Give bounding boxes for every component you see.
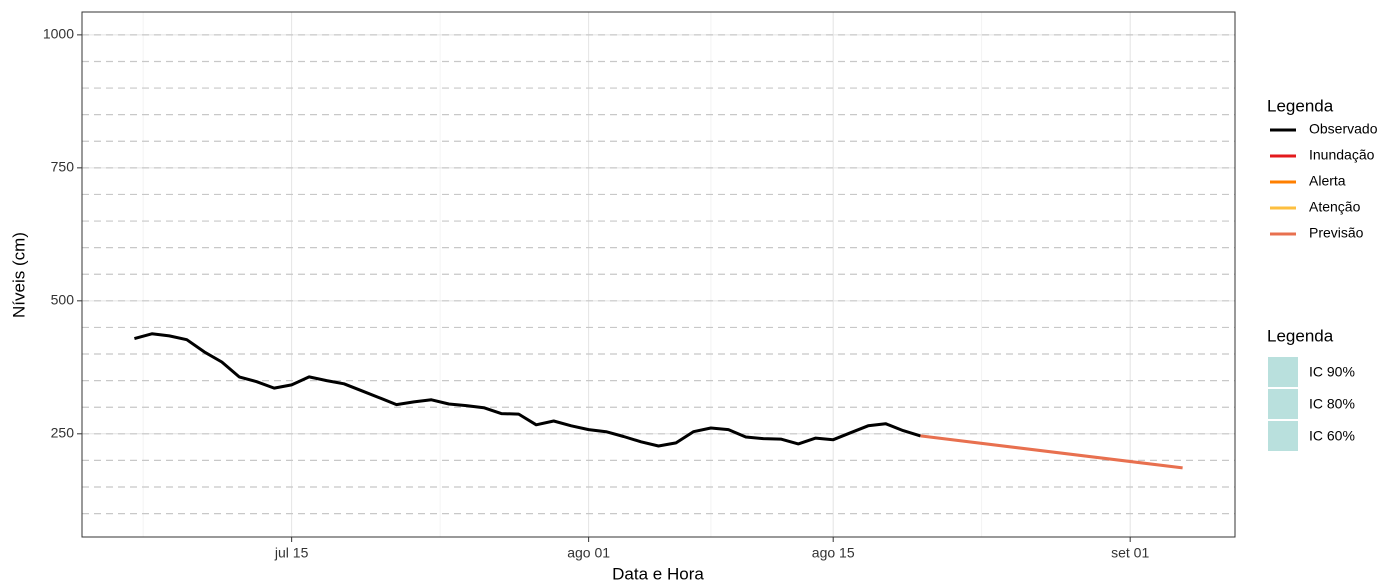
y-tick-label: 250 [51,425,75,441]
legend-title: Legenda [1267,96,1334,115]
x-tick-label: set 01 [1111,545,1149,561]
legend-label: Inundação [1309,147,1375,163]
legend-label: Observado [1309,121,1378,137]
legend-label: Previsão [1309,225,1364,241]
legend-label: IC 90% [1309,364,1355,380]
plot-border [81,11,1236,538]
y-tick-label: 750 [51,159,75,175]
x-axis-title: Data e Hora [612,564,704,583]
series-line [134,332,921,448]
legend-label: IC 80% [1309,396,1355,412]
y-tick-label: 1000 [43,26,74,42]
legend-key [1268,421,1298,451]
legend-label: IC 60% [1309,428,1355,444]
legend-key [1268,389,1298,419]
series-line [920,434,1183,470]
legend-label: Atenção [1309,199,1361,215]
x-tick-label: jul 15 [274,545,309,561]
y-axis-title: Níveis (cm) [9,232,28,318]
legend-key [1268,357,1298,387]
legend-label: Alerta [1309,173,1346,189]
x-tick-label: ago 15 [812,545,855,561]
x-tick-label: ago 01 [567,545,610,561]
legend-title: Legenda [1267,326,1334,345]
y-tick-label: 500 [51,292,75,308]
